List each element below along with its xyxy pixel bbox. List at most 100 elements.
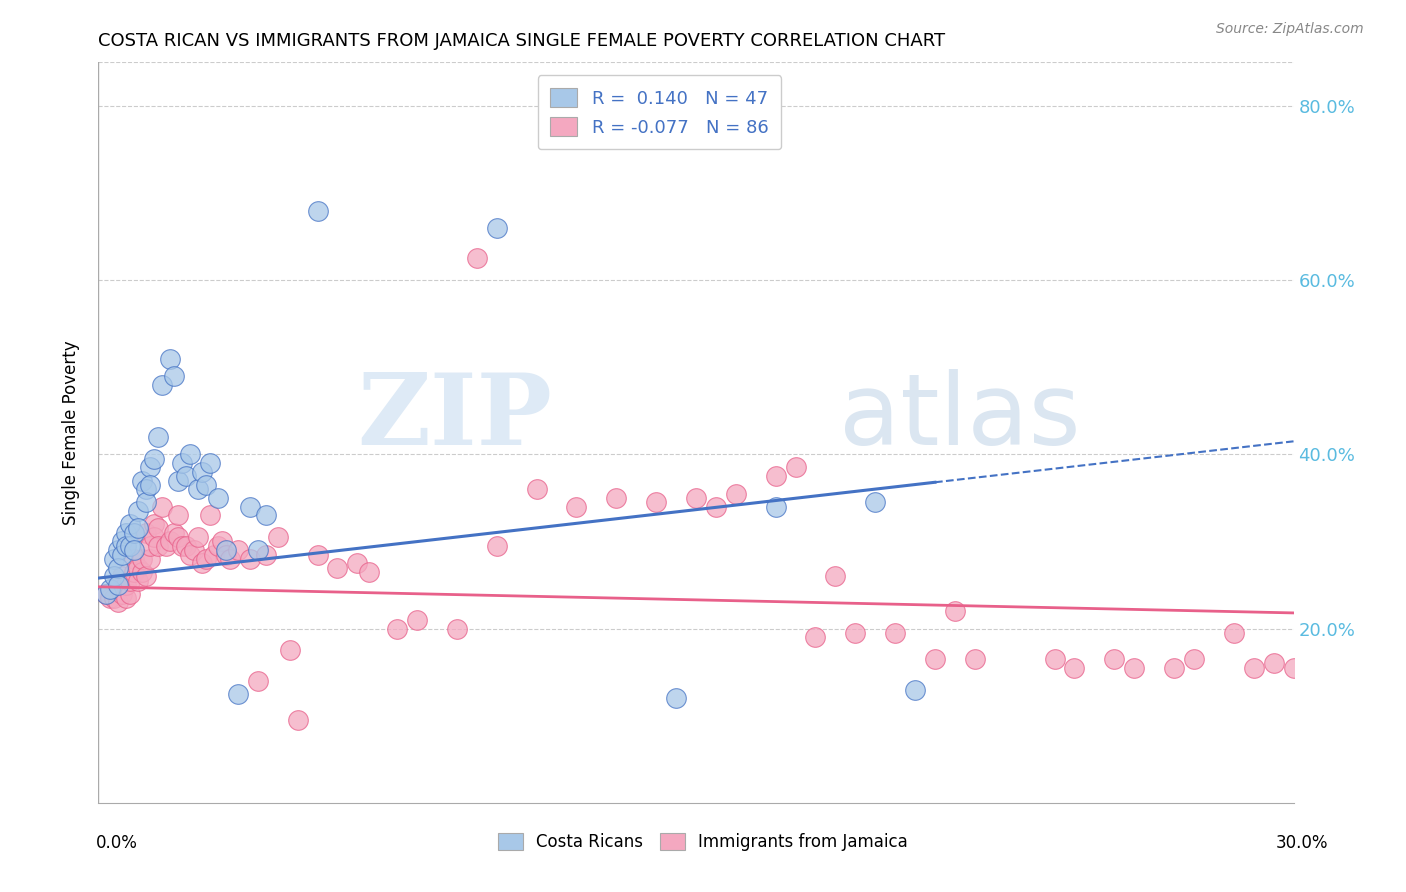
Point [485,539,508,553]
Point [139,539,162,553]
Point [103,591,125,606]
Point [1182,652,1205,666]
Point [785,460,807,475]
Point [485,221,508,235]
Point [239,552,262,566]
Point [278,643,301,657]
Point [167,508,190,523]
Point [135,525,157,540]
Point [195,552,218,566]
Point [924,652,946,666]
Point [1104,652,1126,666]
Point [1063,661,1085,675]
Point [127,574,149,588]
Point [465,252,488,266]
Point [665,691,688,706]
Point [346,556,368,570]
Point [207,539,229,553]
Point [96,587,118,601]
Legend: Costa Ricans, Immigrants from Jamaica: Costa Ricans, Immigrants from Jamaica [488,823,918,862]
Text: 0.0%: 0.0% [96,834,138,852]
Point [804,630,827,644]
Point [239,500,262,514]
Point [207,491,229,505]
Point [359,565,381,579]
Point [187,482,209,496]
Point [174,539,197,553]
Point [1243,661,1265,675]
Point [120,539,142,553]
Point [179,548,201,562]
Point [115,525,138,540]
Point [167,474,190,488]
Point [191,465,214,479]
Point [211,534,233,549]
Point [645,495,668,509]
Point [107,595,129,609]
Point [150,377,173,392]
Point [150,500,173,514]
Text: 30.0%: 30.0% [1277,834,1329,852]
Point [724,486,747,500]
Point [120,574,142,588]
Point [307,548,329,562]
Point [267,530,290,544]
Point [326,560,349,574]
Point [943,604,966,618]
Point [107,543,129,558]
Point [824,569,846,583]
Point [179,447,201,461]
Point [844,626,866,640]
Point [183,543,205,558]
Point [1043,652,1066,666]
Point [103,552,125,566]
Point [163,525,186,540]
Point [254,508,277,523]
Point [605,491,627,505]
Point [135,482,157,496]
Point [120,517,142,532]
Text: ZIP: ZIP [357,369,553,467]
Point [191,556,214,570]
Point [287,713,309,727]
Point [135,569,157,583]
Point [148,430,170,444]
Text: atlas: atlas [839,369,1081,467]
Point [135,495,157,509]
Point [565,500,588,514]
Point [215,548,238,562]
Point [131,565,153,579]
Point [111,548,134,562]
Point [167,530,190,544]
Legend: R =  0.140   N = 47, R = -0.077   N = 86: R = 0.140 N = 47, R = -0.077 N = 86 [537,75,782,149]
Point [246,673,269,688]
Point [124,565,146,579]
Point [172,539,194,553]
Point [143,451,166,466]
Point [226,687,249,701]
Point [131,474,153,488]
Point [1123,661,1146,675]
Point [198,456,221,470]
Point [98,582,122,597]
Point [385,622,409,636]
Text: Source: ZipAtlas.com: Source: ZipAtlas.com [1216,22,1364,37]
Point [148,521,170,535]
Point [143,517,166,532]
Point [963,652,986,666]
Point [865,495,887,509]
Point [127,521,149,535]
Point [904,682,927,697]
Point [1282,661,1305,675]
Point [307,203,329,218]
Point [127,560,149,574]
Point [139,478,162,492]
Point [124,525,146,540]
Point [187,530,209,544]
Point [139,460,162,475]
Point [96,587,118,601]
Point [139,552,162,566]
Point [226,543,249,558]
Point [115,591,138,606]
Point [174,469,197,483]
